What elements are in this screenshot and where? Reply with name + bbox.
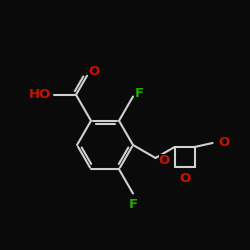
Text: O: O — [88, 65, 99, 78]
Text: O: O — [179, 172, 190, 185]
Text: HO: HO — [28, 88, 51, 101]
Text: O: O — [218, 136, 230, 149]
Text: F: F — [135, 87, 144, 100]
Text: F: F — [128, 198, 138, 211]
Text: O: O — [158, 154, 170, 166]
